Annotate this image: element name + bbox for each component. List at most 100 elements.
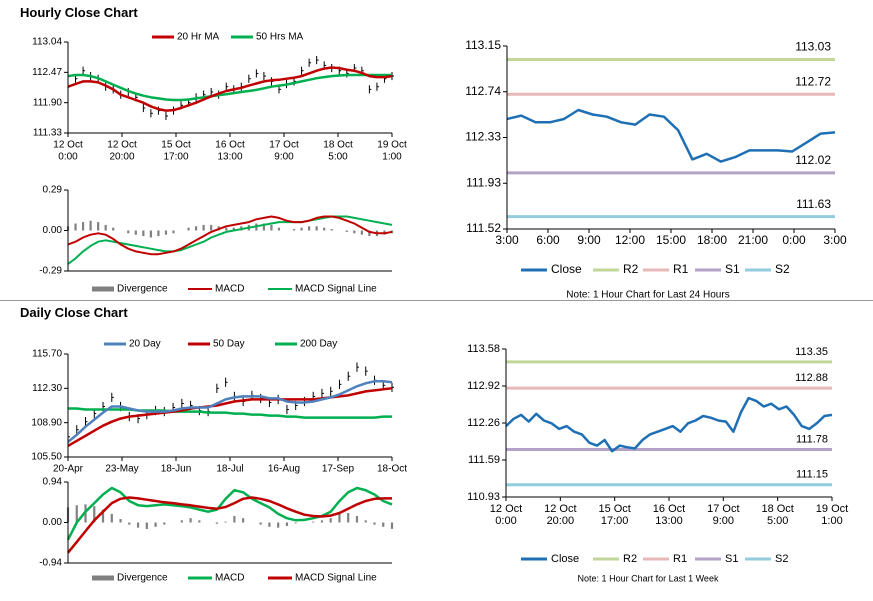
hourly-macd-y-tick-label: 0.29 (43, 185, 63, 196)
daily-price-y-tick-label: 112.30 (32, 383, 62, 394)
hourly-price-x-tick-label: 19 Oct (377, 140, 407, 151)
hourly-24h-x-tick-label: 3:00 (495, 233, 519, 247)
weekly-note: Note: 1 Hour Chart for Last 1 Week (578, 573, 719, 583)
hourly-24h-note: Note: 1 Hour Chart for Last 24 Hours (566, 290, 729, 301)
hourly-price-x-tick-label: 17:00 (163, 152, 188, 163)
hourly-24h-y-tick-label: 111.52 (466, 221, 501, 235)
legend-24h-r1-label: R1 (673, 262, 689, 276)
legend-weekly-close-label: Close (551, 553, 579, 565)
legend-200-day-label: 200 Day (300, 339, 337, 350)
hourly-24h-x-tick-label: 3:00 (823, 233, 847, 247)
hourly-macd-y-tick-label: -0.29 (39, 266, 62, 277)
hourly-price-x-tick-label: 12 Oct (107, 140, 137, 151)
daily-price-y-tick-label: 115.70 (32, 349, 62, 360)
hourly-price-x-tick-label: 9:00 (274, 152, 294, 163)
legend-24h-r2-label: R2 (623, 262, 639, 276)
hourly-24h-x-tick-label: 15:00 (656, 233, 686, 247)
legend-weekly-r1-label: R1 (673, 553, 687, 565)
weekly-y-tick-label: 112.26 (467, 417, 500, 429)
hourly-24h-x-tick-label: 12:00 (615, 233, 645, 247)
hourly-section-title: Hourly Close Chart (20, 5, 138, 20)
weekly-y-tick-label: 110.93 (467, 491, 500, 503)
hourly-macd-line (67, 215, 393, 256)
weekly-x-tick-label: 5:00 (767, 515, 788, 527)
hourly-20hr-ma-line (67, 66, 393, 112)
hourly-macd-y-tick-label: 0.00 (43, 225, 63, 236)
weekly-level-label-r1: 112.88 (795, 372, 828, 384)
hourly-24h-level-label-s1: 112.02 (795, 153, 831, 167)
weekly-x-tick-label: 12 Oct (544, 503, 576, 515)
daily-200-day-line (68, 407, 392, 419)
daily-price-x-tick-label: 17-Sep (322, 464, 355, 475)
weekly-level-label-s1: 111.78 (796, 433, 828, 445)
hourly-24h-close-line (506, 108, 836, 163)
hourly-24h-x-tick-label: 6:00 (536, 233, 560, 247)
weekly-level-label-r2: 113.35 (795, 346, 828, 358)
weekly-y-tick-label: 112.92 (467, 380, 500, 392)
hourly-24h-level-label-r2: 113.03 (795, 40, 831, 54)
section-divider (0, 300, 873, 301)
hourly-24h-x-tick-label: 9:00 (577, 233, 601, 247)
weekly-x-tick-label: 1:00 (821, 515, 842, 527)
daily-price-y-tick-label: 108.90 (31, 417, 62, 428)
legend-weekly-s2-label: S2 (775, 553, 788, 565)
daily-20-day-line (67, 380, 393, 443)
legend-24h-close-label: Close (551, 262, 582, 276)
hourly-macd-signal-line (67, 215, 393, 265)
legend-weekly-s1-label: S1 (725, 553, 738, 565)
hourly-price-x-tick-label: 16 Oct (215, 140, 245, 151)
hourly-price-x-tick-label: 18 Oct (323, 140, 353, 151)
weekly-x-tick-label: 9:00 (713, 515, 734, 527)
hourly-price-y-tick-label: 111.90 (33, 97, 63, 108)
hourly-price-x-tick-label: 13:00 (217, 152, 242, 163)
weekly-x-tick-label: 17:00 (601, 515, 629, 527)
hourly-24h-level-label-r1: 112.72 (795, 74, 831, 88)
legend-hourly-macd-label: MACD (215, 284, 244, 295)
legend-hourly-divergence-label: Divergence (117, 284, 168, 295)
daily-macd-signal-line (67, 496, 392, 554)
weekly-x-tick-label: 17 Oct (707, 503, 739, 515)
hourly-24h-y-tick-label: 112.33 (465, 130, 501, 144)
hourly-24h-level-label-s2: 111.63 (796, 197, 831, 211)
daily-macd-y-tick-label: 0.00 (43, 517, 63, 528)
legend-50hrs-ma-label: 50 Hrs MA (256, 32, 304, 43)
legend-20hr-ma-label: 20 Hr MA (177, 32, 220, 43)
hourly-price-y-tick-label: 111.33 (33, 128, 63, 139)
hourly-24h-y-tick-label: 112.74 (465, 84, 501, 98)
hourly-price-x-tick-label: 5:00 (328, 152, 348, 163)
daily-price-x-tick-label: 16-Aug (268, 464, 300, 475)
hourly-price-y-tick-label: 113.04 (32, 37, 62, 48)
weekly-level-label-s2: 111.15 (796, 469, 828, 481)
weekly-x-tick-label: 15 Oct (598, 503, 630, 515)
hourly-24h-y-tick-label: 113.15 (465, 38, 501, 52)
weekly-x-tick-label: 12 Oct (490, 503, 522, 515)
weekly-y-tick-label: 111.59 (468, 454, 500, 466)
hourly-24h-y-tick-label: 111.93 (466, 175, 501, 189)
daily-price-x-tick-label: 18-Jun (161, 464, 192, 475)
legend-hourly-signal-label: MACD Signal Line (295, 284, 377, 295)
hourly-24h-x-tick-label: 21:00 (738, 233, 768, 247)
daily-price-x-tick-label: 20-Apr (53, 464, 84, 475)
weekly-x-tick-label: 0:00 (495, 515, 516, 527)
weekly-x-tick-label: 20:00 (547, 515, 575, 527)
weekly-y-tick-label: 113.58 (467, 343, 500, 355)
legend-daily-signal-label: MACD Signal Line (295, 573, 377, 584)
daily-50-day-line (67, 387, 393, 447)
daily-macd-y-tick-label: 0.94 (43, 477, 63, 488)
hourly-24h-x-tick-label: 0:00 (782, 233, 806, 247)
daily-price-x-tick-label: 18-Jul (216, 464, 243, 475)
weekly-x-tick-label: 16 Oct (653, 503, 685, 515)
daily-section-title: Daily Close Chart (20, 305, 128, 320)
hourly-price-x-tick-label: 15 Oct (161, 140, 191, 151)
daily-macd-line (66, 486, 393, 541)
legend-weekly-r2-label: R2 (623, 553, 637, 565)
hourly-price-x-tick-label: 0:00 (58, 152, 78, 163)
hourly-24h-x-tick-label: 18:00 (697, 233, 727, 247)
weekly-x-tick-label: 18 Oct (761, 503, 793, 515)
hourly-50hr-ma-line (67, 73, 392, 102)
legend-20-day-label: 20 Day (129, 339, 161, 350)
daily-price-x-tick-label: 23-May (105, 464, 138, 475)
hourly-price-x-tick-label: 20:00 (109, 152, 134, 163)
hourly-price-y-tick-label: 112.47 (32, 67, 62, 78)
